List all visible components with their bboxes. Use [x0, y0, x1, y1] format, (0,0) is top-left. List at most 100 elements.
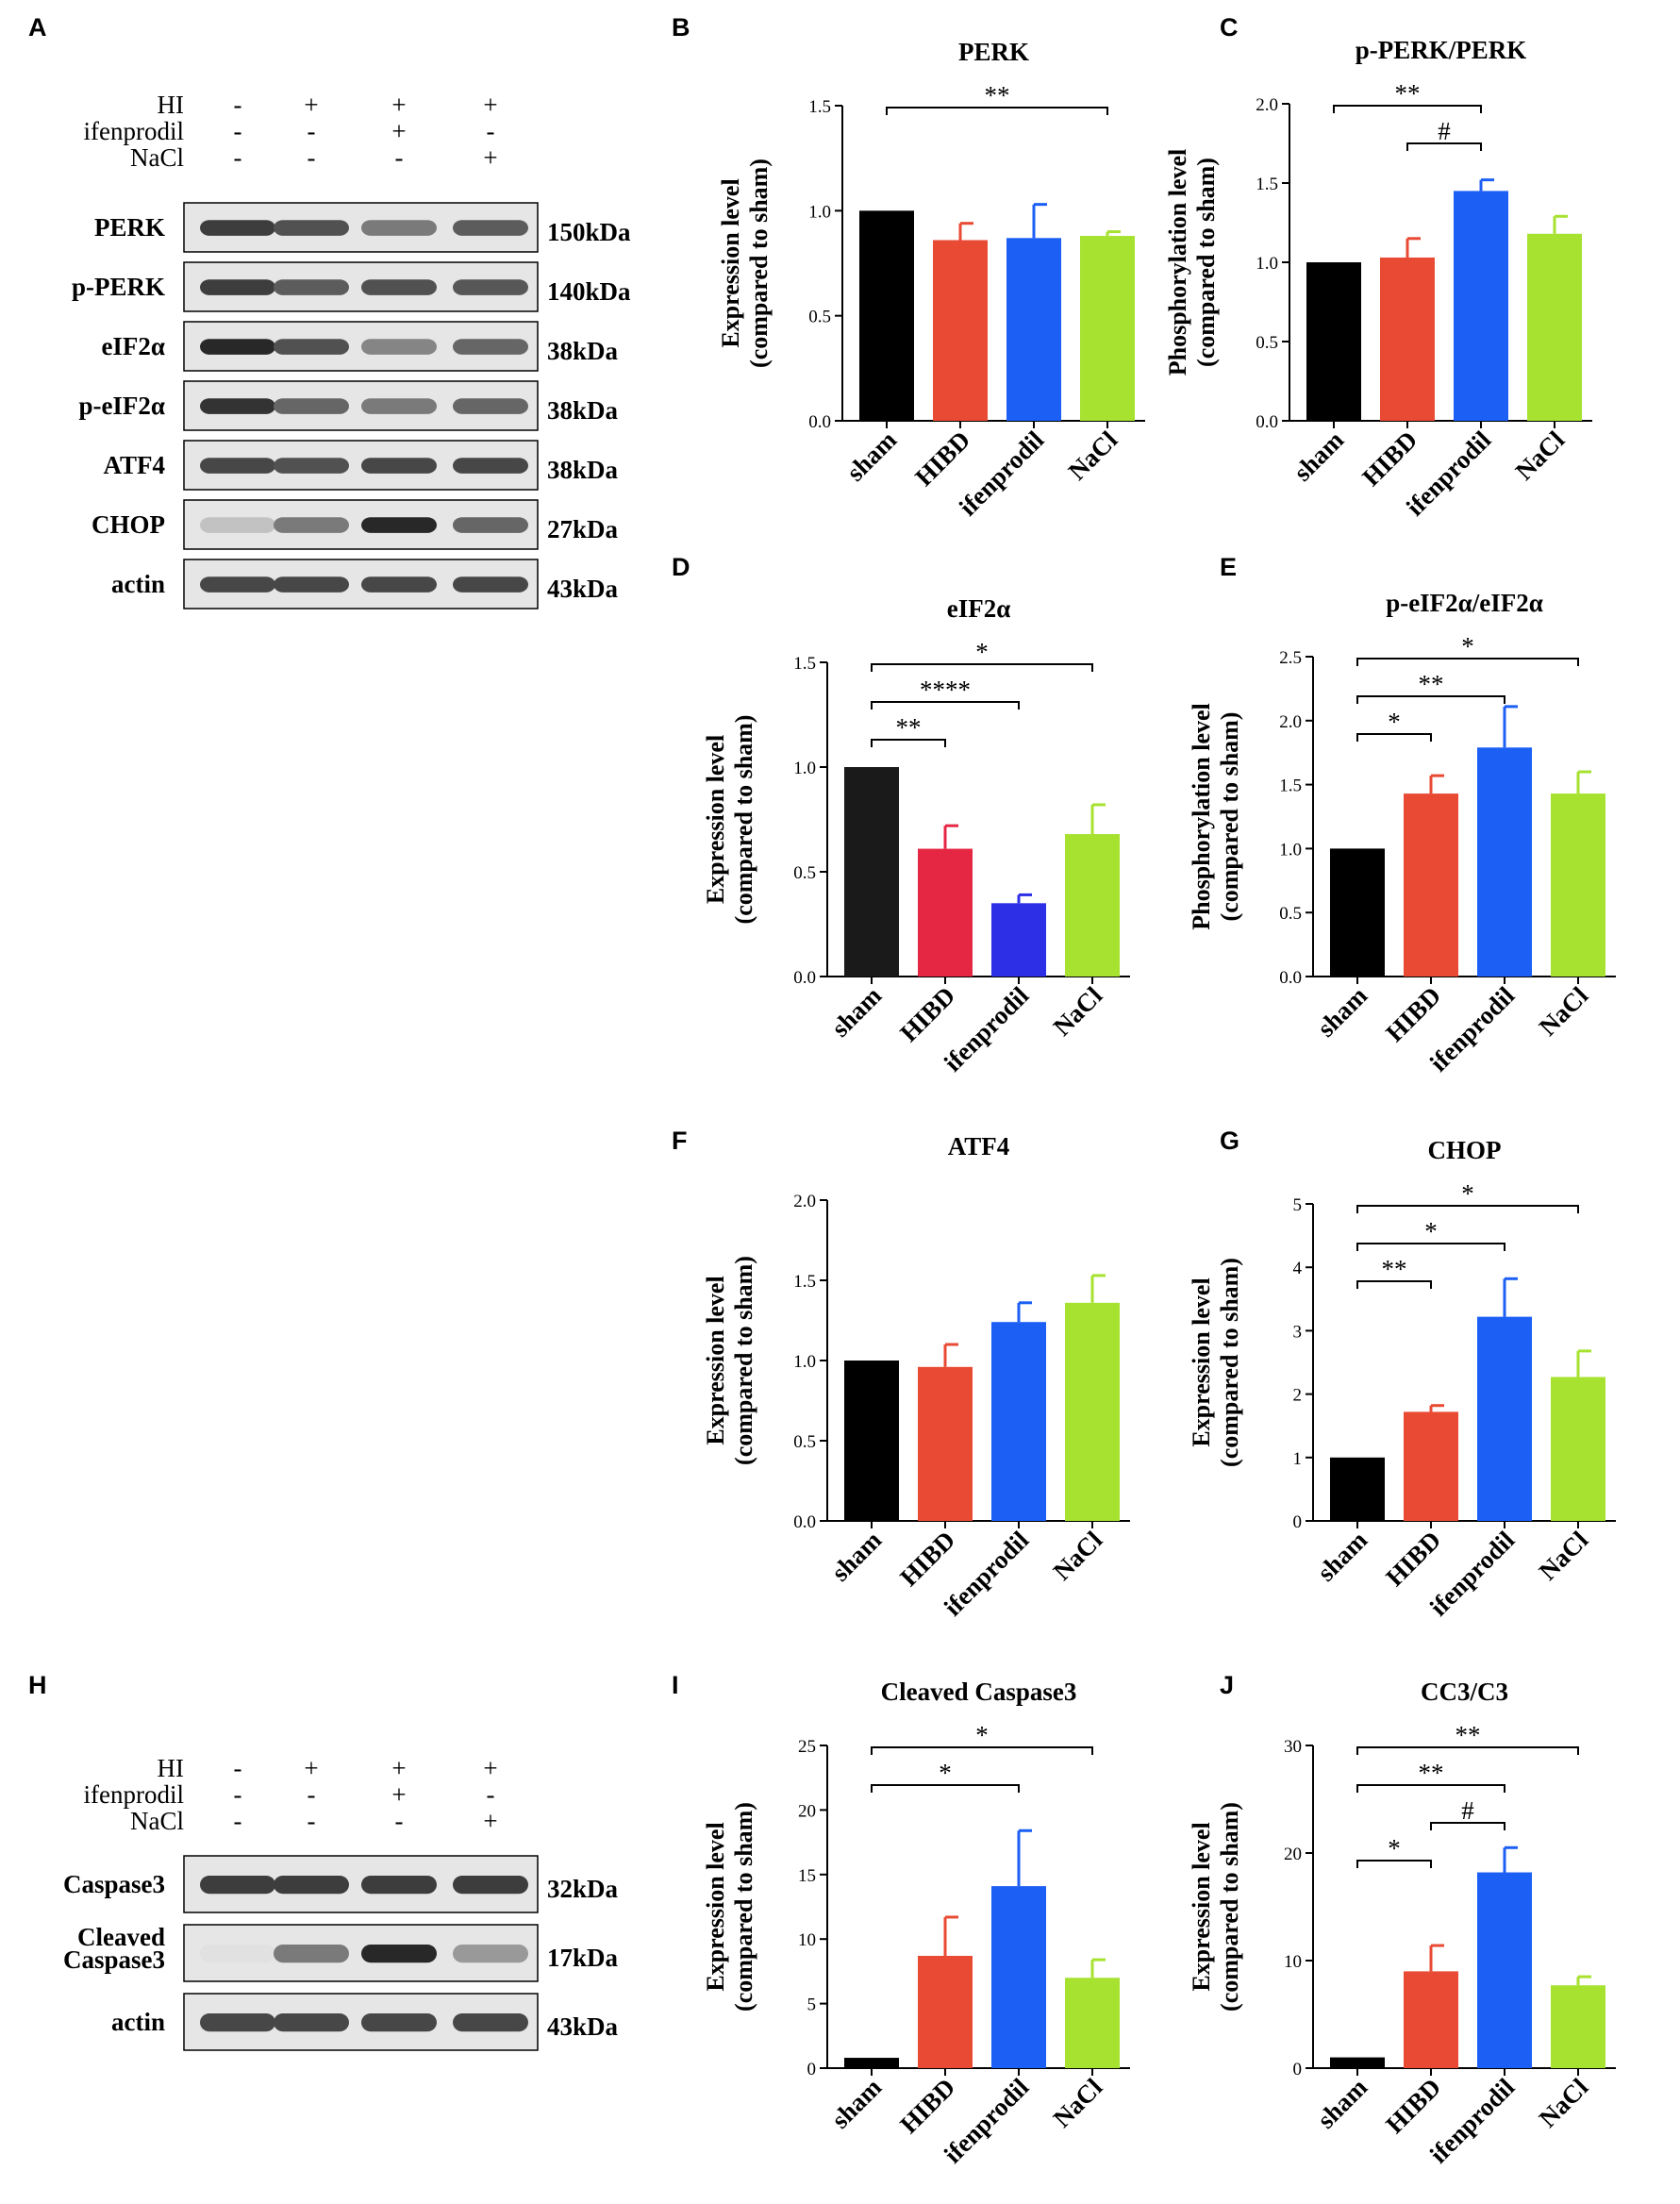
blot-band: [274, 398, 349, 414]
y-tick-label: 15: [798, 1866, 816, 1886]
blot-band: [200, 339, 275, 355]
x-category-label: sham: [1289, 426, 1350, 487]
x-category-label: NaCl: [1534, 1526, 1594, 1586]
bar-sham: [844, 767, 899, 977]
condition-sign: +: [304, 1754, 318, 1782]
significance-bracket: [1356, 1746, 1579, 1755]
molecular-weight-label: 140kDa: [547, 277, 631, 306]
y-tick-label: 1.0: [1279, 840, 1302, 860]
y-tick-label: 0.0: [1279, 968, 1302, 988]
y-axis-label: Expression level(compared to sham): [702, 1256, 757, 1465]
condition-label: HI: [158, 1754, 185, 1782]
x-category-label: HIBD: [1380, 2073, 1446, 2139]
blot-band: [200, 2013, 275, 2032]
significance-bracket: [871, 701, 1020, 710]
bar-NaCl: [1527, 233, 1582, 421]
blot-band: [274, 458, 349, 474]
bar-NaCl: [1551, 1985, 1605, 2068]
panel-label: C: [1220, 13, 1239, 42]
blot-band: [361, 1945, 437, 1963]
x-category-label: NaCl: [1063, 426, 1123, 486]
panel-label: I: [672, 1671, 679, 1699]
bar-ifenprodil: [1477, 747, 1532, 977]
significance-label: ****: [920, 676, 971, 704]
condition-sign: -: [234, 117, 242, 145]
y-axis-label-line: Expression level: [702, 1822, 729, 1991]
blot-band: [200, 398, 275, 414]
significance-label: **: [1455, 1721, 1481, 1749]
condition-sign: +: [391, 91, 406, 119]
blot-row: Cleaved Caspase3 17kDa: [63, 1923, 619, 1982]
y-axis-label: Expression level(compared to sham): [717, 159, 773, 368]
blot-band: [453, 576, 528, 593]
significance-bracket: [1430, 1822, 1505, 1830]
blot-band: [453, 339, 528, 355]
blot-band: [274, 220, 349, 236]
significance-bracket: [871, 739, 946, 747]
panel-label: A: [28, 13, 47, 42]
panel-label: B: [672, 13, 690, 42]
y-tick-label: 2.0: [1279, 712, 1302, 732]
protein-label: CHOP: [91, 510, 165, 539]
significance-label: #: [1438, 117, 1451, 145]
bar-HIBD: [918, 1366, 973, 1521]
y-tick-label: 0.0: [793, 1512, 816, 1532]
x-category-label: NaCl: [1048, 981, 1108, 1042]
chart-i: I Cleaved Caspase3 Expression level(compar…: [672, 1671, 1130, 2169]
blot-band: [453, 279, 528, 295]
blot-band: [200, 1876, 275, 1895]
significance-bracket: [1356, 1243, 1505, 1251]
bar-sham: [1330, 848, 1385, 977]
condition-sign: +: [391, 1754, 406, 1782]
condition-sign: -: [308, 1807, 316, 1835]
significance-bracket: [1356, 1784, 1505, 1793]
y-tick-label: 30: [1284, 1737, 1302, 1757]
y-axis-label-line: (compared to sham): [745, 159, 773, 368]
blot-band: [274, 1876, 349, 1895]
condition-sign: -: [308, 1780, 316, 1809]
bar-NaCl: [1065, 1302, 1120, 1521]
molecular-weight-label: 38kDa: [547, 396, 619, 425]
significance-bracket: [1356, 658, 1579, 666]
condition-sign: +: [391, 117, 406, 145]
y-axis-label-line: Phosphorylation level: [1164, 149, 1191, 376]
x-category-label: NaCl: [1048, 1526, 1108, 1586]
chart-f: F ATF4 Expression level(compared to sham) 0…: [672, 1127, 1130, 1622]
chart-title: p-eIF2α/eIF2α: [1386, 589, 1543, 617]
x-category-label: sham: [826, 981, 888, 1043]
blot-band: [453, 1876, 528, 1895]
protein-label: actin: [111, 2008, 165, 2036]
protein-label: Caspase3: [63, 1870, 165, 1898]
blot-band: [361, 279, 437, 295]
condition-sign: -: [234, 1780, 242, 1809]
y-axis-label-line: Expression level: [1188, 1277, 1215, 1446]
condition-sign: -: [234, 143, 242, 172]
y-axis-label-line: Expression level: [702, 735, 729, 904]
protein-label: Cleaved Caspase3: [63, 1923, 165, 1974]
y-axis-label-line: (compared to sham): [1216, 1802, 1243, 2012]
significance-label: *: [1461, 632, 1474, 660]
bar-NaCl: [1080, 236, 1135, 421]
y-tick-label: 0.0: [808, 412, 831, 432]
condition-sign: +: [304, 91, 318, 119]
chart-title: CHOP: [1428, 1136, 1502, 1164]
bar-NaCl: [1551, 1377, 1605, 1521]
significance-label: *: [1461, 1179, 1474, 1208]
y-axis-label-line: Expression level: [702, 1276, 729, 1444]
significance-label: **: [1419, 1759, 1444, 1787]
condition-sign: -: [234, 1754, 242, 1782]
bar-sham: [844, 2058, 899, 2068]
panel-label: J: [1220, 1671, 1234, 1699]
blot-band: [453, 458, 528, 474]
y-axis-label-line: (compared to sham): [1192, 158, 1220, 367]
y-tick-label: 4: [1293, 1259, 1303, 1278]
y-tick-label: 10: [798, 1930, 816, 1950]
significance-bracket: [871, 663, 1093, 672]
significance-bracket: [1356, 1860, 1432, 1868]
chart-title: eIF2α: [947, 594, 1011, 623]
molecular-weight-label: 32kDa: [547, 1875, 619, 1903]
condition-sign: -: [487, 117, 495, 145]
molecular-weight-label: 38kDa: [547, 456, 619, 484]
